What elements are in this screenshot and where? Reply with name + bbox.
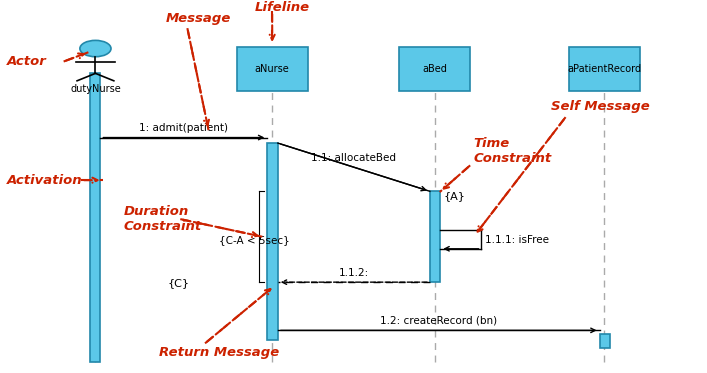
Text: Actor: Actor	[7, 55, 47, 68]
Text: 1.2: createRecord (bn): 1.2: createRecord (bn)	[380, 316, 497, 326]
Bar	[237, 47, 308, 91]
Text: {A}: {A}	[443, 191, 465, 201]
Text: {C}: {C}	[168, 278, 189, 288]
Text: aBed: aBed	[422, 64, 448, 74]
Bar	[600, 334, 610, 348]
Text: 1.1.1: isFree: 1.1.1: isFree	[485, 235, 549, 245]
Text: Activation: Activation	[7, 174, 83, 186]
Text: Lifeline: Lifeline	[255, 1, 310, 14]
Text: aPatientRecord: aPatientRecord	[568, 64, 641, 74]
Bar	[569, 47, 640, 91]
Circle shape	[80, 40, 111, 57]
Text: Message: Message	[166, 12, 231, 25]
Text: aNurse: aNurse	[255, 64, 290, 74]
Text: Duration
Constraint: Duration Constraint	[124, 205, 202, 233]
Bar	[430, 191, 440, 282]
Text: Return Message: Return Message	[159, 346, 279, 359]
Bar	[399, 47, 470, 91]
Text: Self Message: Self Message	[551, 100, 650, 113]
Text: {C-A < 5sec}: {C-A < 5sec}	[219, 235, 290, 245]
Bar	[90, 73, 100, 362]
Text: Time
Constraint: Time Constraint	[474, 137, 552, 164]
Text: dutyNurse: dutyNurse	[70, 84, 121, 94]
Text: 1: admit(patient): 1: admit(patient)	[139, 123, 228, 133]
Bar	[267, 143, 278, 340]
Text: 1.1: allocateBed: 1.1: allocateBed	[311, 153, 397, 163]
Text: 1.1.2:: 1.1.2:	[339, 268, 369, 278]
